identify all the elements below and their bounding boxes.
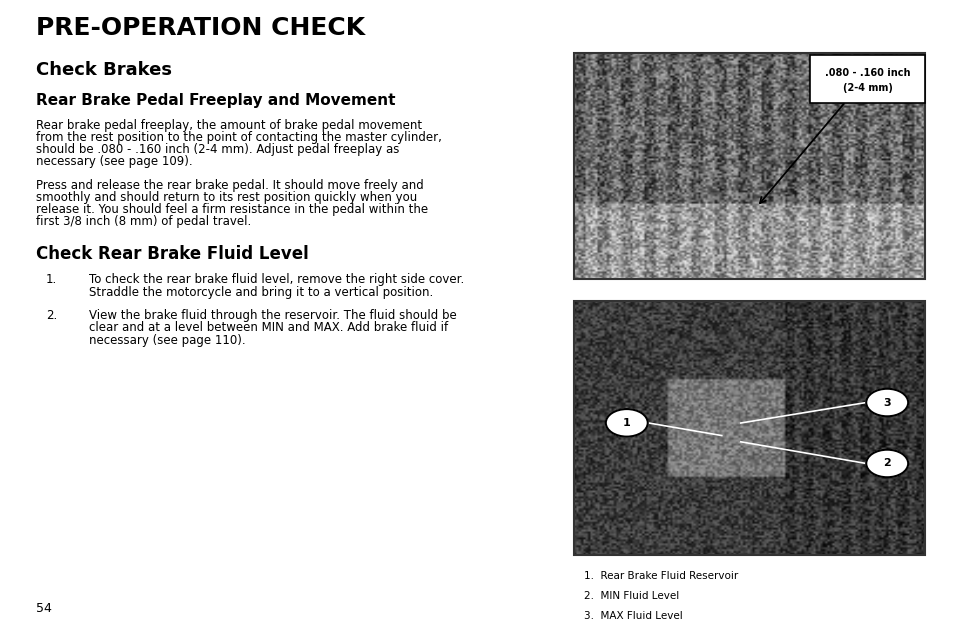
Bar [574,301,924,555]
Text: 3.  MAX Fluid Level: 3. MAX Fluid Level [583,611,682,621]
Circle shape [605,409,647,436]
Text: release it. You should feel a firm resistance in the pedal within the: release it. You should feel a firm resis… [36,203,428,216]
Text: To check the rear brake fluid level, remove the right side cover.: To check the rear brake fluid level, rem… [89,273,463,287]
Text: 2: 2 [882,458,890,468]
Text: Rear brake pedal freeplay, the amount of brake pedal movement: Rear brake pedal freeplay, the amount of… [36,119,422,132]
Text: Check Rear Brake Fluid Level: Check Rear Brake Fluid Level [36,245,309,263]
Text: 1.  Rear Brake Fluid Reservoir: 1. Rear Brake Fluid Reservoir [583,571,738,581]
Text: should be .080 - .160 inch (2-4 mm). Adjust pedal freeplay as: should be .080 - .160 inch (2-4 mm). Adj… [36,143,399,156]
Text: View the brake fluid through the reservoir. The fluid should be: View the brake fluid through the reservo… [89,309,456,322]
Text: 2.: 2. [46,309,57,322]
Text: first 3/8 inch (8 mm) of pedal travel.: first 3/8 inch (8 mm) of pedal travel. [36,215,252,228]
Text: Check Brakes: Check Brakes [36,61,172,79]
Bar [574,53,924,279]
Text: Press and release the rear brake pedal. It should move freely and: Press and release the rear brake pedal. … [36,179,423,192]
Text: necessary (see page 109).: necessary (see page 109). [36,155,193,168]
Text: Rear Brake Pedal Freeplay and Movement: Rear Brake Pedal Freeplay and Movement [36,93,395,108]
Text: 1: 1 [622,418,630,428]
Text: 3: 3 [882,398,890,408]
Text: (2-4 mm): (2-4 mm) [841,83,892,93]
Text: Straddle the motorcycle and bring it to a vertical position.: Straddle the motorcycle and bring it to … [89,285,433,298]
FancyBboxPatch shape [809,55,924,103]
Text: smoothly and should return to its rest position quickly when you: smoothly and should return to its rest p… [36,191,417,204]
Circle shape [865,450,907,477]
Text: clear and at a level between MIN and MAX. Add brake fluid if: clear and at a level between MIN and MAX… [89,321,447,334]
Text: 1.: 1. [46,273,57,287]
Text: .080 - .160 inch: .080 - .160 inch [824,68,909,78]
Circle shape [865,389,907,416]
Text: necessary (see page 110).: necessary (see page 110). [89,334,245,347]
Text: 2.  MIN Fluid Level: 2. MIN Fluid Level [583,591,679,601]
Text: PRE-OPERATION CHECK: PRE-OPERATION CHECK [36,16,365,40]
Text: 54: 54 [36,602,52,615]
Text: from the rest position to the point of contacting the master cylinder,: from the rest position to the point of c… [36,131,441,144]
